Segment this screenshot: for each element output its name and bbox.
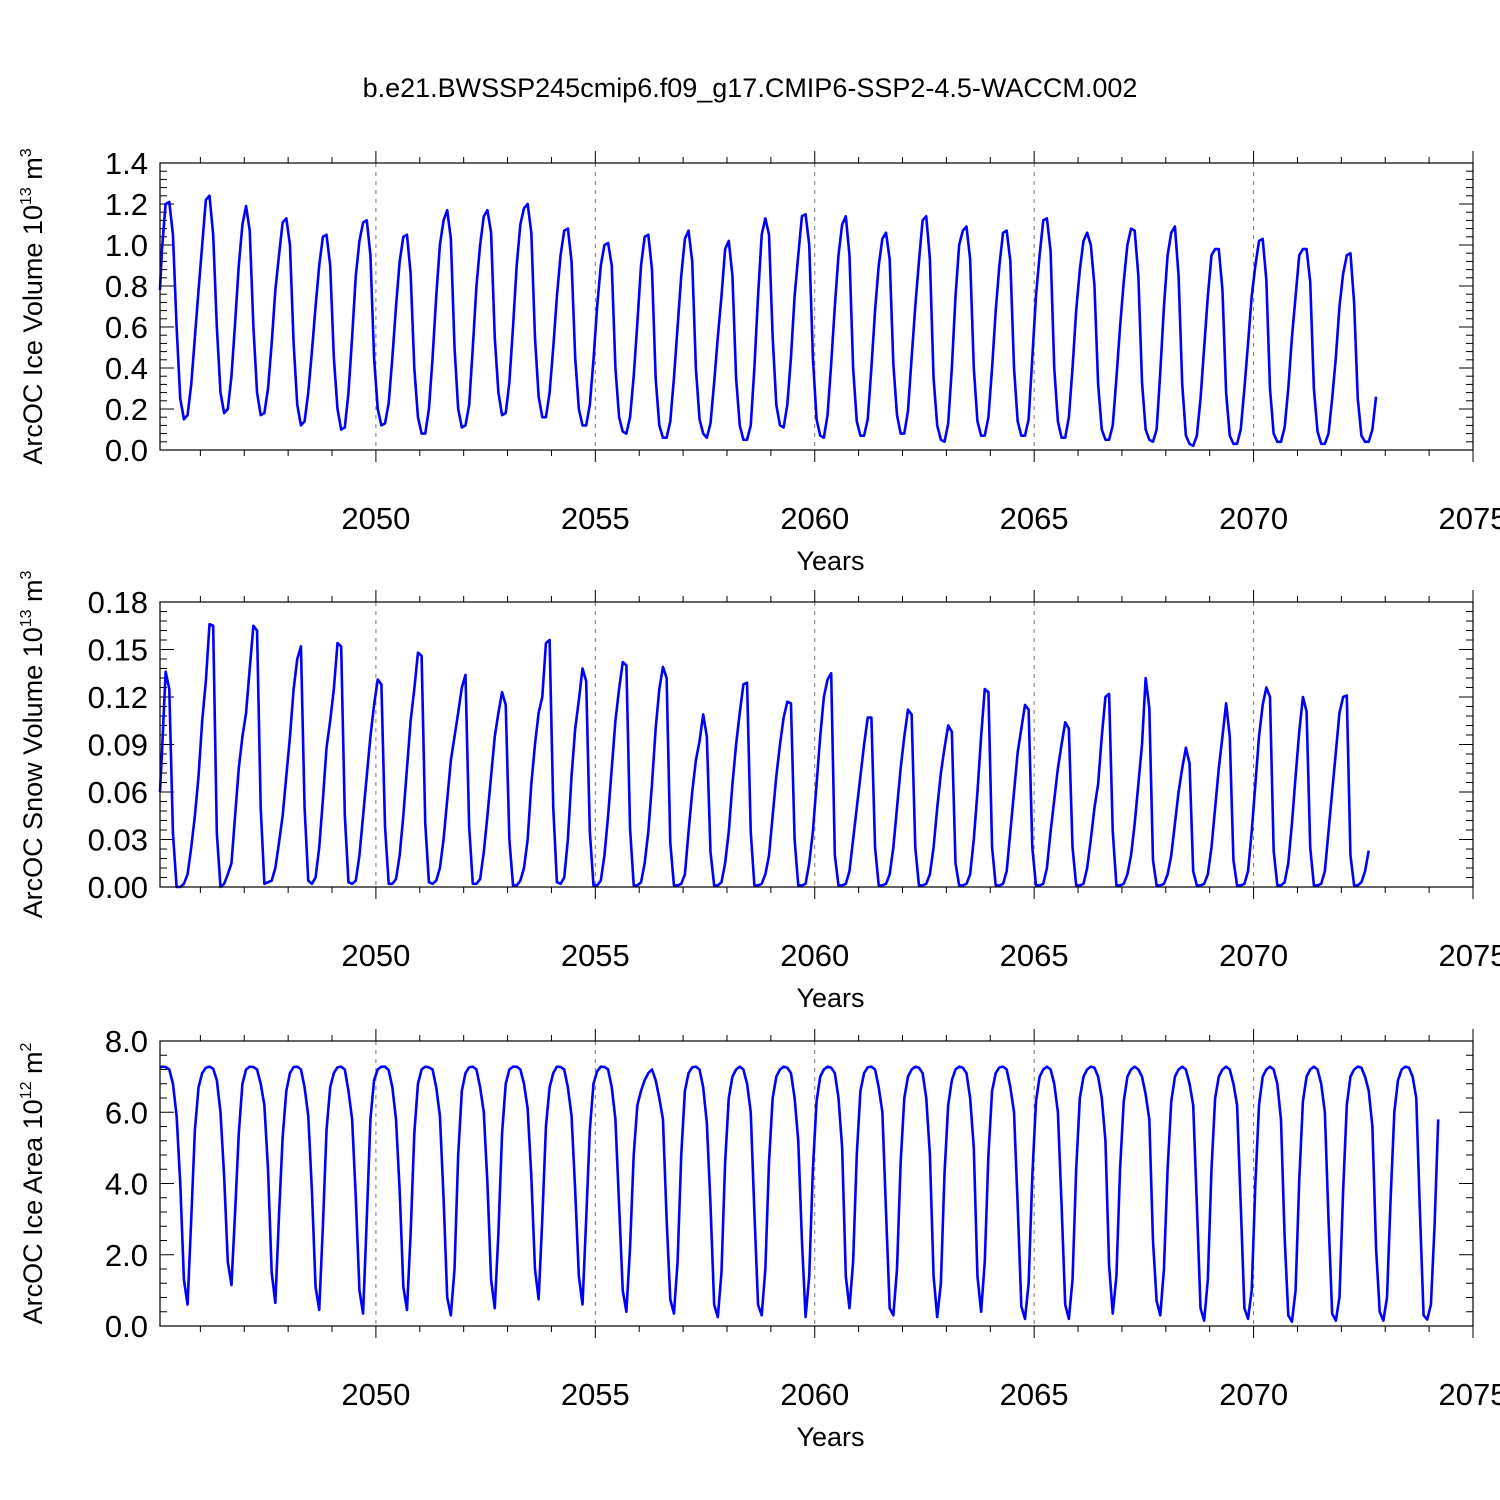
x-tick-label: 2075 bbox=[1439, 938, 1500, 973]
chart-panel-1: 0.0 0.2 0.4 0.6 0.8 1.0 1.2 1.4 2050 2055 2060 2065… bbox=[18, 146, 1500, 576]
y-tick-label: 0.06 bbox=[88, 775, 148, 810]
y-tick-label: 1.0 bbox=[105, 228, 148, 263]
plot-frame bbox=[159, 601, 1474, 888]
y-axis-label: ArcOC Ice Volume 1013 m3 bbox=[18, 148, 48, 464]
x-axis-label: Years bbox=[796, 983, 864, 1013]
x-tick-label: 2070 bbox=[1219, 501, 1288, 536]
x-tick-label: 2075 bbox=[1439, 501, 1500, 536]
figure-title: b.e21.BWSSP245cmip6.f09_g17.CMIP6-SSP2-4… bbox=[363, 73, 1138, 103]
x-tick-label: 2055 bbox=[561, 1377, 630, 1412]
y-tick-label: 0.0 bbox=[105, 433, 148, 468]
x-tick-label: 2070 bbox=[1219, 938, 1288, 973]
y-tick-label: 0.00 bbox=[88, 870, 148, 905]
x-tick-label: 2065 bbox=[1000, 938, 1069, 973]
x-tick-label: 2050 bbox=[341, 938, 410, 973]
y-tick-label: 0.12 bbox=[88, 680, 148, 715]
y-tick-label: 6.0 bbox=[105, 1095, 148, 1130]
x-tick-label: 2050 bbox=[341, 1377, 410, 1412]
y-tick-label: 0.6 bbox=[105, 310, 148, 345]
y-axis-label: ArcOC Ice Area 1012 m2 bbox=[18, 1043, 48, 1325]
y-tick-label: 0.4 bbox=[105, 351, 148, 386]
x-tick-label: 2065 bbox=[1000, 1377, 1069, 1412]
y-tick-label: 0.09 bbox=[88, 728, 148, 763]
y-tick-label: 0.8 bbox=[105, 269, 148, 304]
x-tick-label: 2075 bbox=[1439, 1377, 1500, 1412]
y-tick-label: 0.18 bbox=[88, 585, 148, 620]
y-tick-label: 0.15 bbox=[88, 633, 148, 668]
x-axis-label: Years bbox=[796, 546, 864, 576]
chart-panel-3: 0.0 2.0 4.0 6.0 8.0 2050 2055 2060 2065 2070 2075 Y… bbox=[18, 1024, 1500, 1452]
plot-frame bbox=[159, 1040, 1474, 1327]
x-tick-label: 2050 bbox=[341, 501, 410, 536]
y-tick-label: 2.0 bbox=[105, 1238, 148, 1273]
x-tick-label: 2055 bbox=[561, 938, 630, 973]
chart-panel-2: 0.00 0.03 0.06 0.09 0.12 0.15 0.18 2050 2055 2060… bbox=[18, 570, 1500, 1013]
y-tick-label: 0.2 bbox=[105, 392, 148, 427]
x-tick-label: 2060 bbox=[780, 938, 849, 973]
y-tick-label: 1.2 bbox=[105, 187, 148, 222]
x-tick-label: 2060 bbox=[780, 501, 849, 536]
x-tick-label: 2070 bbox=[1219, 1377, 1288, 1412]
series-line bbox=[158, 622, 1371, 889]
x-tick-label: 2055 bbox=[561, 501, 630, 536]
series-line bbox=[159, 1065, 1440, 1324]
x-tick-label: 2060 bbox=[780, 1377, 849, 1412]
y-tick-label: 0.03 bbox=[88, 823, 148, 858]
plot-frame bbox=[159, 162, 1474, 451]
x-tick-label: 2065 bbox=[1000, 501, 1069, 536]
x-axis-label: Years bbox=[796, 1422, 864, 1452]
y-tick-label: 1.4 bbox=[105, 146, 148, 181]
y-tick-label: 4.0 bbox=[105, 1167, 148, 1202]
y-tick-label: 8.0 bbox=[105, 1024, 148, 1059]
series-line bbox=[158, 194, 1378, 448]
y-axis-label: ArcOC Snow Volume 1013 m3 bbox=[18, 570, 48, 918]
y-tick-label: 0.0 bbox=[105, 1309, 148, 1344]
